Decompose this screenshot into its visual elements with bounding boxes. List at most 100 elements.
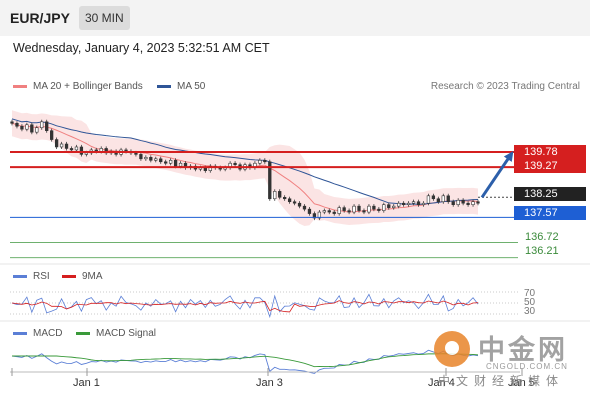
candle-body [451,201,455,205]
candle-body [342,207,346,211]
last-price-tag: 138.25 [514,187,586,201]
candle-body [233,162,237,166]
candle-body [446,195,450,203]
candle-body [312,213,317,219]
candle-body [406,202,411,205]
candle-body [367,205,371,213]
legend-macd: MACD [13,328,62,339]
candle-body [397,202,401,207]
candle-body [362,210,366,213]
legend-bollinger: MA 20 + Bollinger Bands [13,81,143,92]
candle-body [258,159,262,164]
legend-bollinger-label: MA 20 + Bollinger Bands [33,81,143,92]
candle-body [154,158,158,161]
candle-body [332,211,336,214]
candle-body [317,211,322,219]
candle-body [352,205,356,213]
legend-ma50: MA 50 [157,81,205,92]
candle-body [441,195,445,203]
legend-macd-signal-label: MACD Signal [96,328,157,339]
candle-body [461,199,465,204]
candle-body [302,205,307,210]
legend-rsi: RSI [13,271,50,282]
candle-body [69,148,74,151]
candle-body [59,143,64,148]
candle-body [50,130,54,140]
candle-body [10,121,14,124]
resistance-tag-1: 139.78 [514,145,586,159]
source-label: Research © 2023 Trading Central [430,81,580,92]
candle-body [99,148,103,152]
symbol-label: EUR/JPY [10,10,70,26]
candle-body [327,210,331,213]
candle-body [30,124,34,133]
forecast-arrow-head [503,151,514,162]
candle-body [159,158,163,163]
rsi-level-50: 50 [524,297,536,308]
target-label-1: 136.72 [525,231,559,243]
legend-rsi-ma-label: 9MA [82,271,103,282]
target-label-2: 136.21 [525,245,559,257]
candle-body [144,157,148,160]
macd-signal-line [12,353,479,368]
candle-body [307,208,312,214]
candle-body [297,202,302,207]
candle-body [273,191,277,200]
support-tag: 137.57 [514,206,586,220]
rsi-ma-line [11,300,479,313]
candle-body [292,201,297,204]
candle-body [283,196,287,200]
x-tick-label: Jan 1 [73,377,100,389]
candle-body [178,162,183,167]
candle-body [164,161,168,164]
candle-body [347,210,351,213]
x-tick-label: Jan 3 [256,377,283,389]
candle-body [287,198,292,203]
legend-macd-signal: MACD Signal [76,328,156,339]
candle-body [436,198,440,203]
candle-body [173,159,178,167]
legend-rsi-ma: 9MA [62,271,103,282]
candle-body [268,161,272,200]
candle-body [416,201,421,205]
candle-body [372,205,376,210]
candle-body [476,201,480,204]
chart-timestamp: Wednesday, January 4, 2023 5:32:51 AM CE… [13,41,270,55]
candle-body [203,167,207,171]
rsi-ma-swatch [62,274,76,278]
candle-body [54,139,59,148]
legend-macd-label: MACD [33,328,63,339]
candle-body [20,125,24,130]
candle-body [392,205,396,208]
candle-body [25,124,29,130]
candle-body [263,159,267,163]
ma50-swatch [157,84,171,88]
candle-body [421,202,426,205]
candle-body [134,152,138,155]
x-tick-label: Jan 5 [508,377,535,389]
candle-body [357,205,361,211]
candle-body [64,143,69,149]
candle-body [411,201,416,204]
candle-body [40,121,44,129]
rsi-line [11,293,479,319]
timeframe-button[interactable]: 30 MIN [79,6,130,30]
candle-body [471,201,475,205]
candle-body [149,157,153,161]
resistance-tag-2: 139.27 [514,159,586,173]
candle-body [401,202,406,205]
macd-line [11,349,479,374]
candle-body [278,191,282,198]
rsi-level-30: 30 [524,306,536,317]
chart-header: EUR/JPY 30 MIN [0,0,590,36]
candle-body [168,159,173,164]
legend-rsi-label: RSI [33,271,50,282]
x-tick-label: Jan 4 [428,377,455,389]
forecast-arrow [480,155,512,199]
candle-body [15,122,19,127]
rsi-swatch [13,274,27,278]
candle-body [382,204,386,211]
macd-signal-swatch [76,331,90,335]
candle-body [35,127,39,133]
candle-body [426,195,431,204]
